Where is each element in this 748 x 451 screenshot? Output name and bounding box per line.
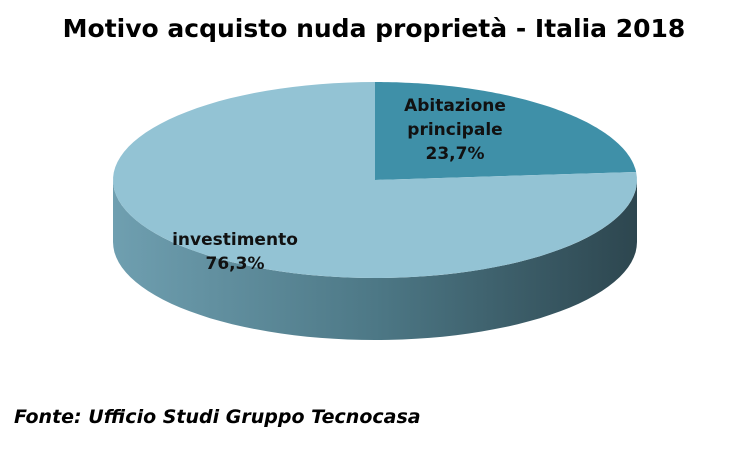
pie-slice <box>375 82 637 180</box>
slice-category-label: Abitazione principale <box>404 96 506 140</box>
slice-value-label: 76,3% <box>205 254 265 274</box>
slice-value-label: 23,7% <box>425 144 485 164</box>
chart-title: Motivo acquisto nuda proprietà - Italia … <box>62 14 686 43</box>
slice-category-label: investimento <box>172 230 298 250</box>
pie-side <box>113 180 637 340</box>
pie-slice <box>113 82 637 278</box>
source-note: Fonte: Ufficio Studi Gruppo Tecnocasa <box>14 406 421 428</box>
